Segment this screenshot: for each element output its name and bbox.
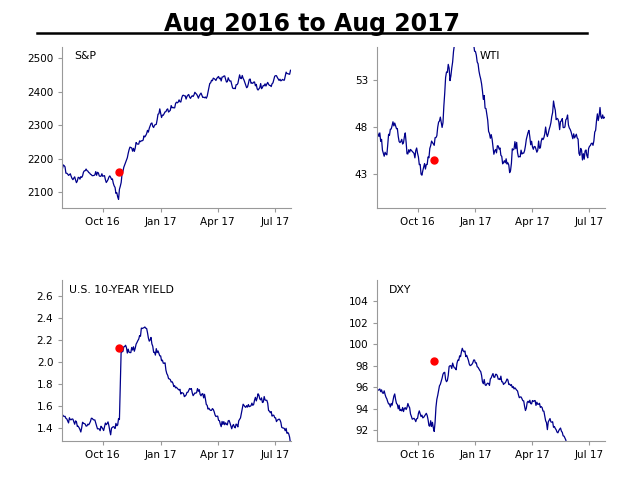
- Text: DXY: DXY: [389, 285, 411, 295]
- Text: U.S. 10-YEAR YIELD: U.S. 10-YEAR YIELD: [69, 285, 174, 295]
- Text: WTI: WTI: [480, 51, 500, 61]
- Text: Aug 2016 to Aug 2017: Aug 2016 to Aug 2017: [164, 12, 460, 36]
- Text: S&P: S&P: [74, 51, 96, 61]
